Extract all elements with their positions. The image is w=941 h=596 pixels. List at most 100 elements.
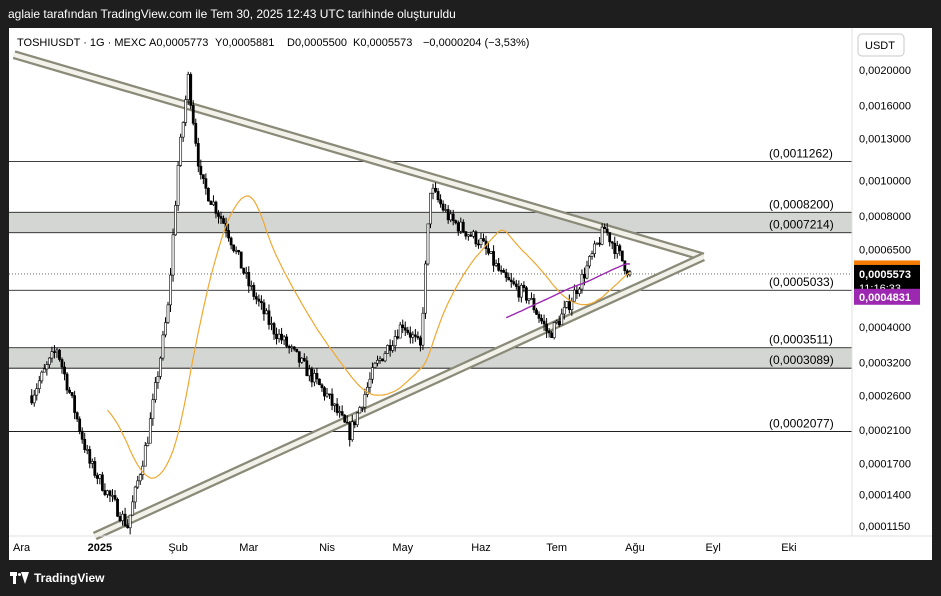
- candle-body: [560, 313, 564, 326]
- candle: [459, 217, 463, 235]
- brand[interactable]: TradingView: [10, 571, 104, 585]
- candle-body: [482, 238, 485, 242]
- candle: [259, 295, 263, 310]
- y-tick-label: 0,0002600: [859, 391, 911, 403]
- candle: [343, 414, 347, 423]
- candle: [262, 299, 266, 321]
- candle: [421, 307, 425, 350]
- candle-body: [550, 332, 554, 338]
- candle: [340, 405, 344, 417]
- candle-body: [252, 285, 256, 297]
- y-tick-label: 0,0008000: [859, 211, 911, 223]
- candle-body: [151, 399, 155, 420]
- candle-body: [525, 287, 528, 301]
- candle: [285, 334, 289, 348]
- candle: [103, 483, 107, 497]
- candle: [474, 230, 478, 248]
- candle-body: [595, 242, 599, 245]
- candle: [595, 242, 599, 246]
- candle-body: [212, 201, 215, 205]
- candle: [411, 331, 415, 344]
- candle-body: [620, 250, 624, 262]
- candle: [310, 366, 314, 388]
- candle-body: [386, 345, 389, 354]
- candle-body: [328, 393, 331, 396]
- candle: [345, 415, 349, 424]
- candle: [249, 280, 253, 291]
- candle: [217, 210, 220, 224]
- candle: [393, 330, 397, 352]
- candle-body: [398, 324, 402, 339]
- candle: [431, 183, 435, 200]
- candle-body: [73, 395, 77, 413]
- candle-body: [439, 199, 442, 205]
- candle: [116, 497, 119, 517]
- currency-box[interactable]: [857, 33, 905, 57]
- candle: [360, 406, 364, 413]
- symbol-line[interactable]: TOSHIUSDT · 1G · MEXC: [17, 37, 146, 49]
- candle: [578, 287, 581, 297]
- candle: [242, 267, 246, 275]
- candle: [446, 205, 450, 224]
- candle: [454, 219, 458, 225]
- candle: [229, 236, 233, 250]
- candle: [315, 368, 319, 385]
- candle-body: [103, 490, 107, 495]
- candle: [111, 489, 114, 502]
- candle-body: [472, 231, 475, 237]
- candle-body: [222, 218, 225, 224]
- candle-body: [70, 392, 74, 396]
- candle-body: [504, 272, 508, 278]
- candle: [464, 231, 468, 240]
- candle-body: [143, 445, 147, 467]
- y-tick-label: 0,0006500: [859, 244, 911, 256]
- candle-body: [396, 336, 400, 339]
- candle-body: [42, 368, 46, 373]
- candle: [232, 244, 236, 253]
- chart-frame[interactable]: (0,0011262) (0,0008200) (0,0007214) (0,0005…: [9, 28, 932, 560]
- candle-body: [305, 360, 309, 377]
- candle-body: [401, 324, 405, 328]
- candle: [307, 364, 311, 382]
- ma-purple-line: [505, 263, 630, 319]
- candle: [575, 285, 579, 300]
- candle: [497, 257, 501, 272]
- candle: [449, 209, 453, 223]
- candle-body: [497, 263, 501, 271]
- candle: [386, 344, 389, 354]
- candle: [605, 223, 609, 236]
- candle: [212, 195, 215, 206]
- price-chart[interactable]: (0,0011262) (0,0008200) (0,0007214) (0,0005…: [9, 28, 932, 560]
- candle: [80, 427, 84, 444]
- candle-body: [446, 209, 450, 221]
- candle-body: [35, 388, 39, 396]
- candle-body: [95, 475, 99, 479]
- x-tick-label: Şub: [168, 542, 188, 554]
- candle-body: [53, 351, 56, 353]
- candle: [171, 228, 175, 282]
- trend-line-upper-inner: [13, 52, 704, 260]
- candle: [118, 511, 122, 523]
- candle: [623, 260, 627, 275]
- x-tick-label: Nis: [319, 542, 335, 554]
- candle-body: [434, 187, 437, 192]
- candle-body: [358, 407, 362, 414]
- candle-body: [393, 336, 397, 347]
- candle-body: [184, 99, 188, 123]
- candle: [239, 251, 243, 269]
- candle: [588, 255, 591, 269]
- candle-body: [272, 323, 276, 335]
- candle: [477, 239, 480, 249]
- candle: [527, 298, 531, 305]
- candle-body: [297, 351, 301, 363]
- candle: [378, 356, 382, 364]
- candle: [121, 510, 124, 526]
- candle: [37, 375, 41, 394]
- candle-body: [209, 200, 213, 205]
- candle-body: [343, 414, 347, 423]
- candle-body: [388, 345, 392, 351]
- candle-body: [330, 393, 334, 406]
- candle: [444, 203, 448, 213]
- candle: [63, 361, 66, 381]
- candle-body: [138, 474, 142, 482]
